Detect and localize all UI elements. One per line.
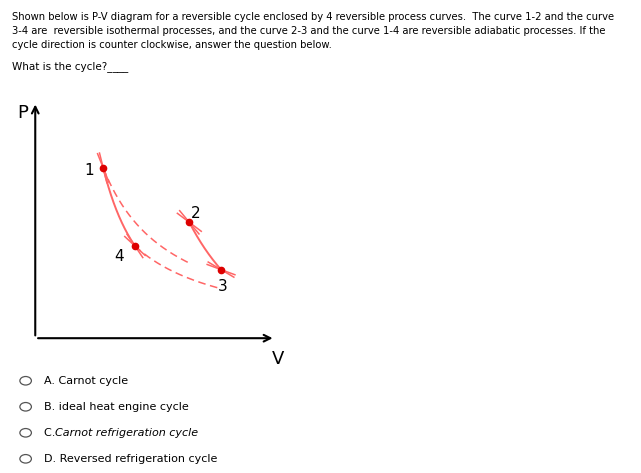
Text: B. ideal heat engine cycle: B. ideal heat engine cycle [44, 402, 188, 412]
Text: V: V [272, 350, 284, 368]
Text: Carnot refrigeration cycle: Carnot refrigeration cycle [55, 428, 198, 438]
Text: cycle direction is counter clockwise, answer the question below.: cycle direction is counter clockwise, an… [12, 40, 331, 50]
Text: A. Carnot cycle: A. Carnot cycle [44, 376, 128, 386]
Text: 4: 4 [114, 249, 124, 264]
Text: 1: 1 [84, 163, 94, 178]
Text: C.: C. [44, 428, 58, 438]
Text: Shown below is P-V diagram for a reversible cycle enclosed by 4 reversible proce: Shown below is P-V diagram for a reversi… [12, 12, 613, 22]
Text: 3: 3 [217, 279, 228, 294]
Text: 2: 2 [191, 206, 201, 221]
Text: D. Reversed refrigeration cycle: D. Reversed refrigeration cycle [44, 454, 217, 464]
Text: What is the cycle?____: What is the cycle?____ [12, 61, 128, 72]
Text: P: P [17, 104, 28, 122]
Text: 3-4 are  reversible isothermal processes, and the curve 2-3 and the curve 1-4 ar: 3-4 are reversible isothermal processes,… [12, 26, 605, 36]
